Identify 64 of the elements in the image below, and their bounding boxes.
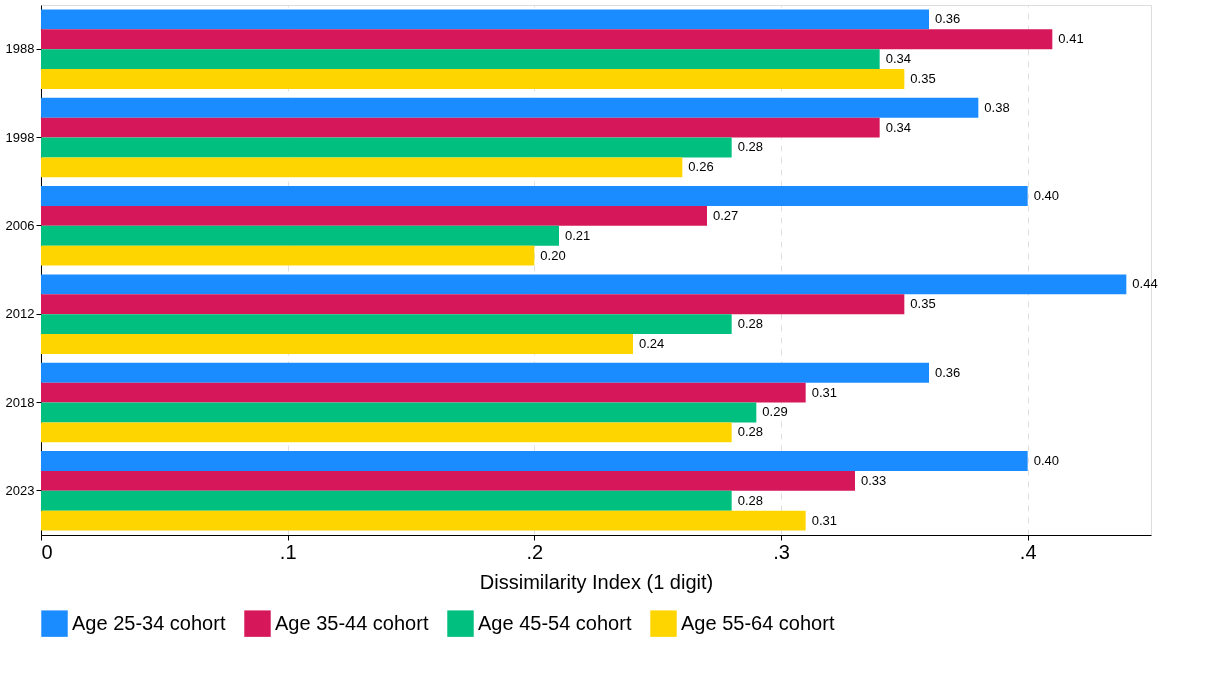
data-label: 0.28 — [737, 139, 763, 155]
data-label: 0.21 — [565, 227, 591, 243]
data-label: 0.41 — [1058, 31, 1084, 47]
legend-label: Age 25-34 cohort — [72, 611, 226, 634]
bar — [41, 402, 757, 423]
data-label: 0.27 — [713, 207, 739, 223]
x-tick-label: .2 — [526, 540, 544, 563]
data-label: 0.35 — [910, 296, 936, 312]
y-tick-label: 2023 — [5, 482, 35, 498]
data-label: 0.34 — [885, 51, 911, 67]
bar — [41, 362, 929, 383]
bar — [41, 314, 732, 335]
bar — [41, 334, 633, 354]
bar — [41, 69, 905, 89]
data-label: 0.31 — [811, 512, 837, 528]
bar — [41, 97, 979, 118]
data-label: 0.31 — [811, 384, 837, 400]
data-label: 0.29 — [762, 404, 788, 420]
data-label: 0.24 — [639, 335, 665, 351]
data-label: 0.26 — [688, 159, 714, 175]
bar — [41, 470, 855, 491]
data-label: 0.36 — [935, 11, 961, 27]
data-label: 0.36 — [935, 364, 961, 380]
y-tick-label: 1988 — [5, 41, 35, 57]
bar — [41, 245, 535, 266]
bar — [41, 382, 806, 403]
y-tick-label: 2006 — [5, 217, 35, 233]
bar — [41, 451, 1028, 471]
data-label: 0.34 — [885, 119, 911, 135]
y-tick-label: 1998 — [5, 129, 35, 145]
data-label: 0.20 — [540, 247, 566, 263]
bar — [41, 137, 732, 158]
data-label: 0.38 — [984, 99, 1010, 115]
y-tick-label: 2018 — [5, 394, 35, 410]
legend-label: Age 35-44 cohort — [275, 611, 429, 634]
bar — [41, 510, 806, 531]
data-label: 0.33 — [861, 472, 887, 488]
data-label: 0.35 — [910, 70, 936, 86]
bar — [41, 274, 1127, 295]
legend-label: Age 45-54 cohort — [478, 611, 632, 634]
bar — [41, 29, 1053, 50]
x-tick-label: .1 — [279, 540, 297, 563]
data-label: 0.28 — [737, 492, 763, 508]
y-tick-label: 2012 — [5, 306, 35, 322]
bar — [41, 205, 707, 226]
bar — [41, 490, 732, 511]
bar — [41, 294, 905, 315]
bar — [41, 9, 929, 30]
bar — [41, 422, 732, 443]
bar — [41, 225, 559, 246]
data-label: 0.28 — [737, 424, 763, 440]
legend-label: Age 55-64 cohort — [681, 611, 835, 634]
x-axis-title: Dissimilarity Index (1 digit) — [479, 570, 714, 593]
x-tick-label: .4 — [1019, 540, 1037, 563]
data-label: 0.40 — [1033, 188, 1059, 204]
bar — [41, 157, 683, 178]
bar — [41, 117, 880, 138]
data-label: 0.44 — [1132, 276, 1158, 292]
bar — [41, 49, 880, 70]
x-tick-label: 0 — [41, 540, 53, 563]
x-tick-label: .3 — [773, 540, 790, 563]
bar — [41, 186, 1028, 206]
data-label: 0.28 — [737, 316, 763, 332]
data-label: 0.40 — [1033, 453, 1059, 469]
